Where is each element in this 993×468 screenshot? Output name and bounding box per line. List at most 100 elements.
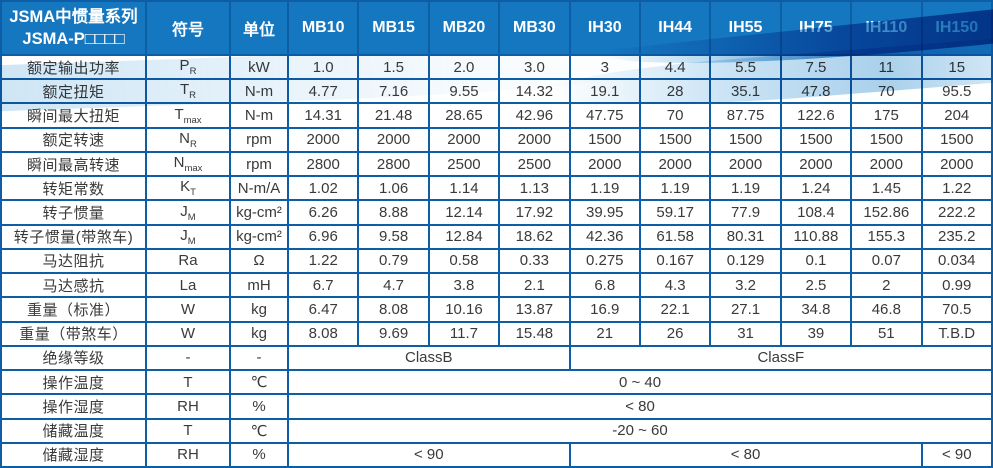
value-cell: 80.31 xyxy=(709,223,782,250)
value-cell: 12.14 xyxy=(427,199,501,226)
row-label: 额定输出功率 xyxy=(0,53,147,81)
value-cell: 1500 xyxy=(638,126,712,153)
value-cell: 19.1 xyxy=(568,78,641,105)
value-cell: 3.8 xyxy=(427,272,501,299)
row-symbol: Nmax xyxy=(145,150,231,178)
symbol-subscript: max xyxy=(183,114,202,126)
value-cell: 6.8 xyxy=(568,272,641,299)
value-cell: 39 xyxy=(779,320,853,347)
value-cell: 47.75 xyxy=(568,102,641,129)
value-cell: 28.65 xyxy=(427,102,501,129)
value-cell: 2500 xyxy=(427,150,501,178)
value-cell: 2000 xyxy=(850,150,923,178)
table-title: JSMA中惯量系列 JSMA-P□□□□ xyxy=(0,0,147,56)
value-cell: 22.1 xyxy=(638,296,712,323)
symbol-base: La xyxy=(179,276,197,294)
row-unit: kg-cm² xyxy=(229,199,289,226)
value-cell: 17.92 xyxy=(498,199,571,226)
spec-row: 操作湿度 RH% < 80 xyxy=(0,393,993,420)
value-cell: 0.167 xyxy=(638,247,712,275)
value-cell: 2500 xyxy=(498,150,571,178)
value-cell: 0.034 xyxy=(920,247,993,275)
col-header-mb15: MB15 xyxy=(357,0,430,56)
spec-row: 储藏湿度 RH% < 90 < 80 < 90 xyxy=(0,441,993,468)
value-cell: 28 xyxy=(638,78,712,105)
col-header-ih110: IH110 xyxy=(850,0,923,56)
row-label: 马达阻抗 xyxy=(0,247,147,275)
value-cell: 1500 xyxy=(920,126,993,153)
symbol-base: W xyxy=(180,300,196,318)
value-cell: 47.8 xyxy=(779,78,853,105)
merged-value-cell: ClassF xyxy=(568,344,993,372)
value-cell: 1.19 xyxy=(709,175,782,202)
col-header-ih30: IH30 xyxy=(568,0,641,56)
value-cell: 42.96 xyxy=(498,102,571,129)
row-label: 储藏温度 xyxy=(0,417,147,444)
symbol-subscript: R xyxy=(189,138,197,150)
value-cell: 26 xyxy=(638,320,712,347)
merged-value-cell: ClassB xyxy=(287,344,571,372)
row-unit: mH xyxy=(229,272,289,299)
value-cell: 2000 xyxy=(286,126,360,153)
value-cell: 1500 xyxy=(779,126,853,153)
value-cell: 2000 xyxy=(498,126,571,153)
value-cell: 34.8 xyxy=(779,296,853,323)
symbol-base: T xyxy=(174,105,184,123)
value-cell: 0.07 xyxy=(850,247,923,275)
value-cell: 1.0 xyxy=(286,53,360,81)
value-cell: 6.26 xyxy=(286,199,360,226)
symbol-subscript: R xyxy=(189,66,197,78)
row-symbol: TR xyxy=(145,78,231,105)
symbol-base: K xyxy=(180,178,191,196)
spec-row: 马达感抗 La mH 6.7 4.7 3.8 2.1 6.8 4.3 3.2 2.5 2 0.99 xyxy=(0,272,993,299)
value-cell: 1.19 xyxy=(638,175,712,202)
row-symbol: NR xyxy=(145,126,231,153)
value-cell: 3 xyxy=(568,53,641,81)
value-cell: 2000 xyxy=(568,150,641,178)
value-cell: 1500 xyxy=(850,126,923,153)
value-cell: 59.17 xyxy=(638,199,712,226)
value-cell: 1500 xyxy=(568,126,641,153)
symbol-base: N xyxy=(173,154,185,172)
spec-row: 额定转速 NR rpm 2000 2000 2000 2000 1500 1500 1500 150… xyxy=(0,126,993,153)
merged-value-cell: < 80 xyxy=(287,393,993,420)
value-cell: T.B.D xyxy=(920,320,993,347)
value-cell: 2000 xyxy=(920,150,993,178)
value-cell: 39.95 xyxy=(568,199,641,226)
row-symbol: KT xyxy=(145,175,231,202)
row-unit: - xyxy=(229,344,289,372)
spec-row: 转矩常数 KT N-m/A 1.02 1.06 1.14 1.13 1.19 1.19 1.19 1… xyxy=(0,175,993,202)
value-cell: 1.24 xyxy=(779,175,853,202)
value-cell: 0.58 xyxy=(427,247,501,275)
symbol-base: J xyxy=(180,226,188,244)
value-cell: 108.4 xyxy=(779,199,853,226)
value-cell: 122.6 xyxy=(779,102,853,129)
row-unit: N-m xyxy=(229,78,289,105)
spec-row: 额定输出功率 PR kW 1.0 1.5 2.0 3.0 3 4.4 5.5 7.5 11 15 xyxy=(0,53,993,81)
value-cell: 6.7 xyxy=(286,272,360,299)
symbol-base: W xyxy=(180,325,196,343)
value-cell: 2000 xyxy=(427,126,501,153)
value-cell: 2800 xyxy=(286,150,360,178)
header-row: JSMA中惯量系列 JSMA-P□□□□ 符号 单位 MB10 MB15 MB2… xyxy=(0,0,993,56)
value-cell: 4.3 xyxy=(638,272,712,299)
value-cell: 155.3 xyxy=(850,223,923,250)
value-cell: 13.87 xyxy=(498,296,571,323)
row-label: 额定转速 xyxy=(0,126,147,153)
row-symbol: JM xyxy=(145,223,231,250)
value-cell: 18.62 xyxy=(498,223,571,250)
spec-row: 转子惯量(带煞车) JM kg-cm² 6.96 9.58 12.84 18.62 42.36… xyxy=(0,223,993,250)
value-cell: 152.86 xyxy=(850,199,923,226)
spec-row: 绝缘等级 - - ClassB ClassF xyxy=(0,344,993,372)
value-cell: 7.16 xyxy=(357,78,430,105)
value-cell: 2000 xyxy=(638,150,712,178)
value-cell: 95.5 xyxy=(920,78,993,105)
value-cell: 1.13 xyxy=(498,175,571,202)
spec-row: 操作温度 T ℃ 0 ~ 40 xyxy=(0,369,993,396)
value-cell: 8.08 xyxy=(357,296,430,323)
value-cell: 6.96 xyxy=(286,223,360,250)
merged-value-cell: < 90 xyxy=(287,441,571,468)
